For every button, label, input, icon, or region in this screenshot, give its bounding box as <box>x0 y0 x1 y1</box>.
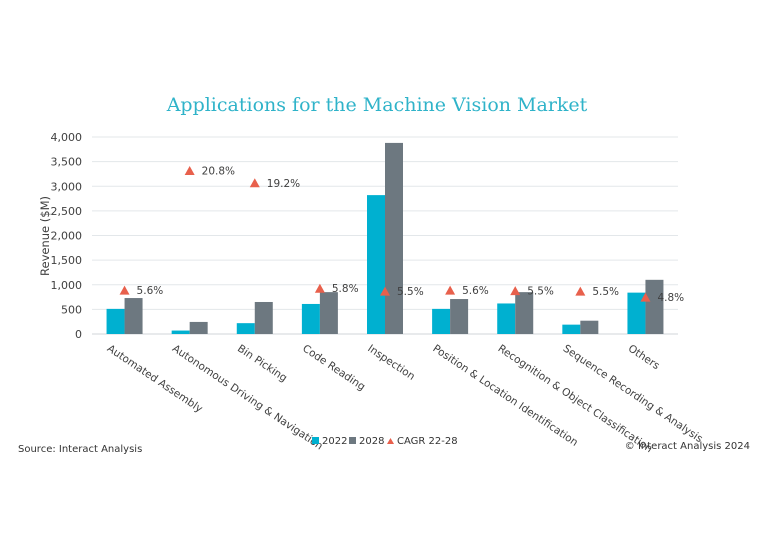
legend-label-cagr: CAGR 22-28 <box>397 436 458 447</box>
bar-2022 <box>236 323 255 334</box>
legend-swatch-2028 <box>349 437 356 444</box>
cagr-marker <box>510 286 521 296</box>
y-tick-label: 1,500 <box>51 254 83 267</box>
x-tick-label: Bin Picking <box>235 343 289 385</box>
source-note: Source: Interact Analysis <box>18 444 142 455</box>
bar-2028 <box>580 320 599 334</box>
x-tick-label: Others <box>626 343 662 373</box>
y-tick-label: 0 <box>75 328 82 341</box>
y-tick-label: 3,000 <box>51 180 83 193</box>
cagr-marker <box>575 286 586 296</box>
cagr-marker <box>119 285 130 295</box>
cagr-data-label: 5.5% <box>527 286 554 298</box>
cagr-data-label: 20.8% <box>202 165 235 177</box>
y-tick-label: 1,000 <box>51 279 83 292</box>
y-axis-label: Revenue ($M) <box>38 196 52 276</box>
bar-2028 <box>189 321 208 334</box>
cagr-data-label: 5.8% <box>332 283 359 295</box>
copyright-note: © Interact Analysis 2024 <box>625 441 750 452</box>
y-axis-ticks: 0 500 1,000 1,500 2,000 2,500 3,000 3,500 4,000 <box>51 131 83 341</box>
bar-2022 <box>171 330 190 334</box>
x-tick-label: Code Reading <box>300 343 367 394</box>
y-tick-label: 4,000 <box>51 131 83 144</box>
cagr-marker <box>380 286 390 296</box>
bar-2022 <box>432 308 451 334</box>
bar-2022 <box>301 303 320 334</box>
cagr-data-label: 19.2% <box>267 178 300 190</box>
y-tick-label: 2,000 <box>51 230 83 243</box>
cagr-data-label: 5.5% <box>397 286 424 298</box>
bar-2028 <box>450 299 469 334</box>
cagr-marker <box>445 285 456 295</box>
bar-2028 <box>319 292 338 334</box>
bar-2028 <box>124 298 143 334</box>
bar-2022 <box>562 324 581 334</box>
legend-label-2022: 2022 <box>322 436 347 447</box>
cagr-data-label: 5.6% <box>462 285 489 297</box>
bar-2028 <box>385 142 403 334</box>
legend-swatch-2022 <box>312 437 319 444</box>
legend-swatch-cagr <box>387 438 394 444</box>
cagr-data-label: 4.8% <box>657 292 684 304</box>
y-tick-label: 3,500 <box>51 156 83 169</box>
bar-2022 <box>497 303 516 334</box>
cagr-marker <box>640 292 651 302</box>
cagr-data-label: 5.5% <box>592 286 619 298</box>
y-tick-label: 500 <box>61 303 82 316</box>
cagr-marker <box>184 165 195 175</box>
cagr-data-label: 5.6% <box>137 285 164 297</box>
bar-2022 <box>367 195 385 334</box>
cagr-markers: 5.6% 20.8% 19.2% 5.8% 5.5% 5.6% 5.5% 5.5% 4.8% <box>119 165 684 304</box>
bars <box>106 142 664 334</box>
legend-label-2028: 2028 <box>359 436 384 447</box>
bar-2028 <box>254 301 273 334</box>
x-tick-label: Inspection <box>365 343 417 383</box>
bar-2022 <box>106 308 125 334</box>
cagr-marker <box>314 283 325 293</box>
chart-title: Applications for the Machine Vision Mark… <box>166 94 588 116</box>
y-tick-label: 2,500 <box>51 205 83 218</box>
legend: 2022 2028 CAGR 22-28 <box>312 436 458 447</box>
bar-2028 <box>515 292 534 334</box>
bar-2028 <box>645 279 664 334</box>
cagr-marker <box>249 178 260 188</box>
bar-2022 <box>627 292 646 334</box>
